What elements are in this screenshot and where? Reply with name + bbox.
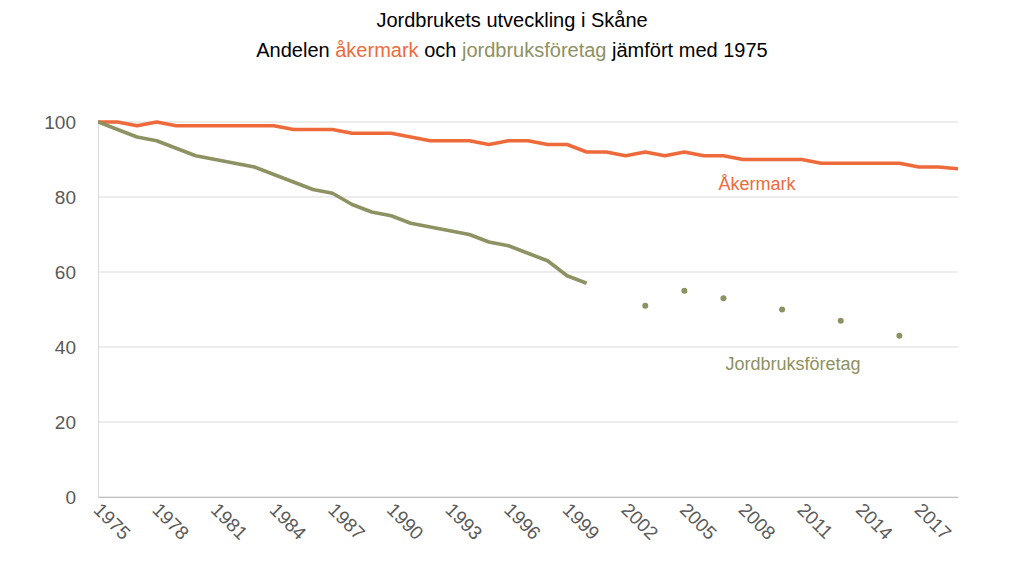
x-tick-label: 1990 (383, 499, 428, 544)
x-tick: 2005 (676, 497, 721, 544)
x-tick: 1996 (500, 497, 545, 544)
x-axis: 1975 1978 1981 1984 1987 1990 1993 1996 1999 2002… (90, 497, 959, 544)
x-tick-label: 2008 (735, 499, 780, 544)
y-tick: 20 (55, 412, 98, 433)
series-point (681, 288, 687, 294)
y-tick: 0 (65, 487, 98, 508)
x-tick-label: 1981 (207, 499, 252, 544)
x-tick-label: 1978 (148, 499, 193, 544)
x-tick: 1993 (441, 497, 486, 544)
x-tick: 1981 (207, 497, 252, 544)
x-tick: 1984 (266, 497, 311, 544)
x-tick-label: 1987 (324, 499, 369, 544)
y-tick-label: 20 (55, 412, 76, 433)
y-tick-label: 0 (65, 487, 76, 508)
y-axis-line (98, 123, 99, 498)
grid-line (98, 347, 958, 348)
x-tick: 2002 (617, 497, 662, 544)
series-point (896, 333, 902, 339)
y-tick: 60 (55, 262, 98, 283)
title: Jordbrukets utveckling i Skåne (376, 9, 647, 31)
subtitle-highlight: jordbruksföretag (461, 39, 607, 61)
grid-line (98, 197, 958, 198)
x-tick-label: 2005 (676, 499, 721, 544)
subtitle-part: jämfört med 1975 (607, 39, 768, 61)
x-tick-label: 2002 (617, 499, 662, 544)
series-point (720, 295, 726, 301)
series-point (779, 307, 785, 313)
y-tick-label: 40 (55, 337, 76, 358)
x-tick: 1990 (383, 497, 428, 544)
subtitle-part: och (419, 39, 462, 61)
plot: 0 20 40 60 80 100 1975 1978 1981 1984 1987 1990 1993… (44, 112, 958, 544)
x-tick: 1999 (559, 497, 604, 544)
x-tick-label: 1984 (266, 499, 311, 544)
x-tick: 2014 (852, 497, 897, 544)
grid-line (98, 272, 958, 273)
series-point (642, 303, 648, 309)
x-tick: 1975 (90, 497, 135, 544)
x-axis-line (99, 497, 959, 498)
grid-line (98, 422, 958, 423)
marks (98, 122, 958, 339)
subtitle-part: Andelen (256, 39, 335, 61)
x-tick: 2008 (735, 497, 780, 544)
y-tick-label: 100 (44, 112, 76, 133)
chart-container: Jordbrukets utveckling i Skåne Andelen åk… (0, 0, 1024, 576)
x-tick: 2017 (911, 497, 956, 544)
x-tick-label: 1996 (500, 499, 545, 544)
y-tick: 80 (55, 187, 98, 208)
grid-line (98, 122, 958, 123)
y-tick-label: 80 (55, 187, 76, 208)
grid (98, 122, 958, 497)
x-tick: 1978 (148, 497, 193, 544)
subtitle-highlight: åkermark (335, 39, 419, 61)
x-tick-label: 2017 (911, 499, 956, 544)
y-tick: 100 (44, 112, 98, 133)
grid-line (98, 497, 958, 498)
subtitle: Andelen åkermark och jordbruksföretag jä… (256, 39, 767, 61)
x-tick-label: 1999 (559, 499, 604, 544)
y-axis: 0 20 40 60 80 100 (44, 112, 98, 508)
x-tick-label: 1975 (90, 499, 135, 544)
x-tick-label: 2014 (852, 499, 897, 544)
y-tick-label: 60 (55, 262, 76, 283)
series-line (98, 122, 899, 336)
series-label: Åkermark (718, 174, 796, 194)
chart-svg: Jordbrukets utveckling i Skåne Andelen åk… (0, 0, 1024, 576)
x-tick-label: 1993 (441, 499, 486, 544)
series-label: Jordbruksföretag (725, 354, 860, 374)
y-tick: 40 (55, 337, 98, 358)
series-point (838, 318, 844, 324)
x-tick: 2011 (793, 497, 837, 543)
x-tick-label: 2011 (793, 499, 837, 543)
x-tick: 1987 (324, 497, 369, 544)
